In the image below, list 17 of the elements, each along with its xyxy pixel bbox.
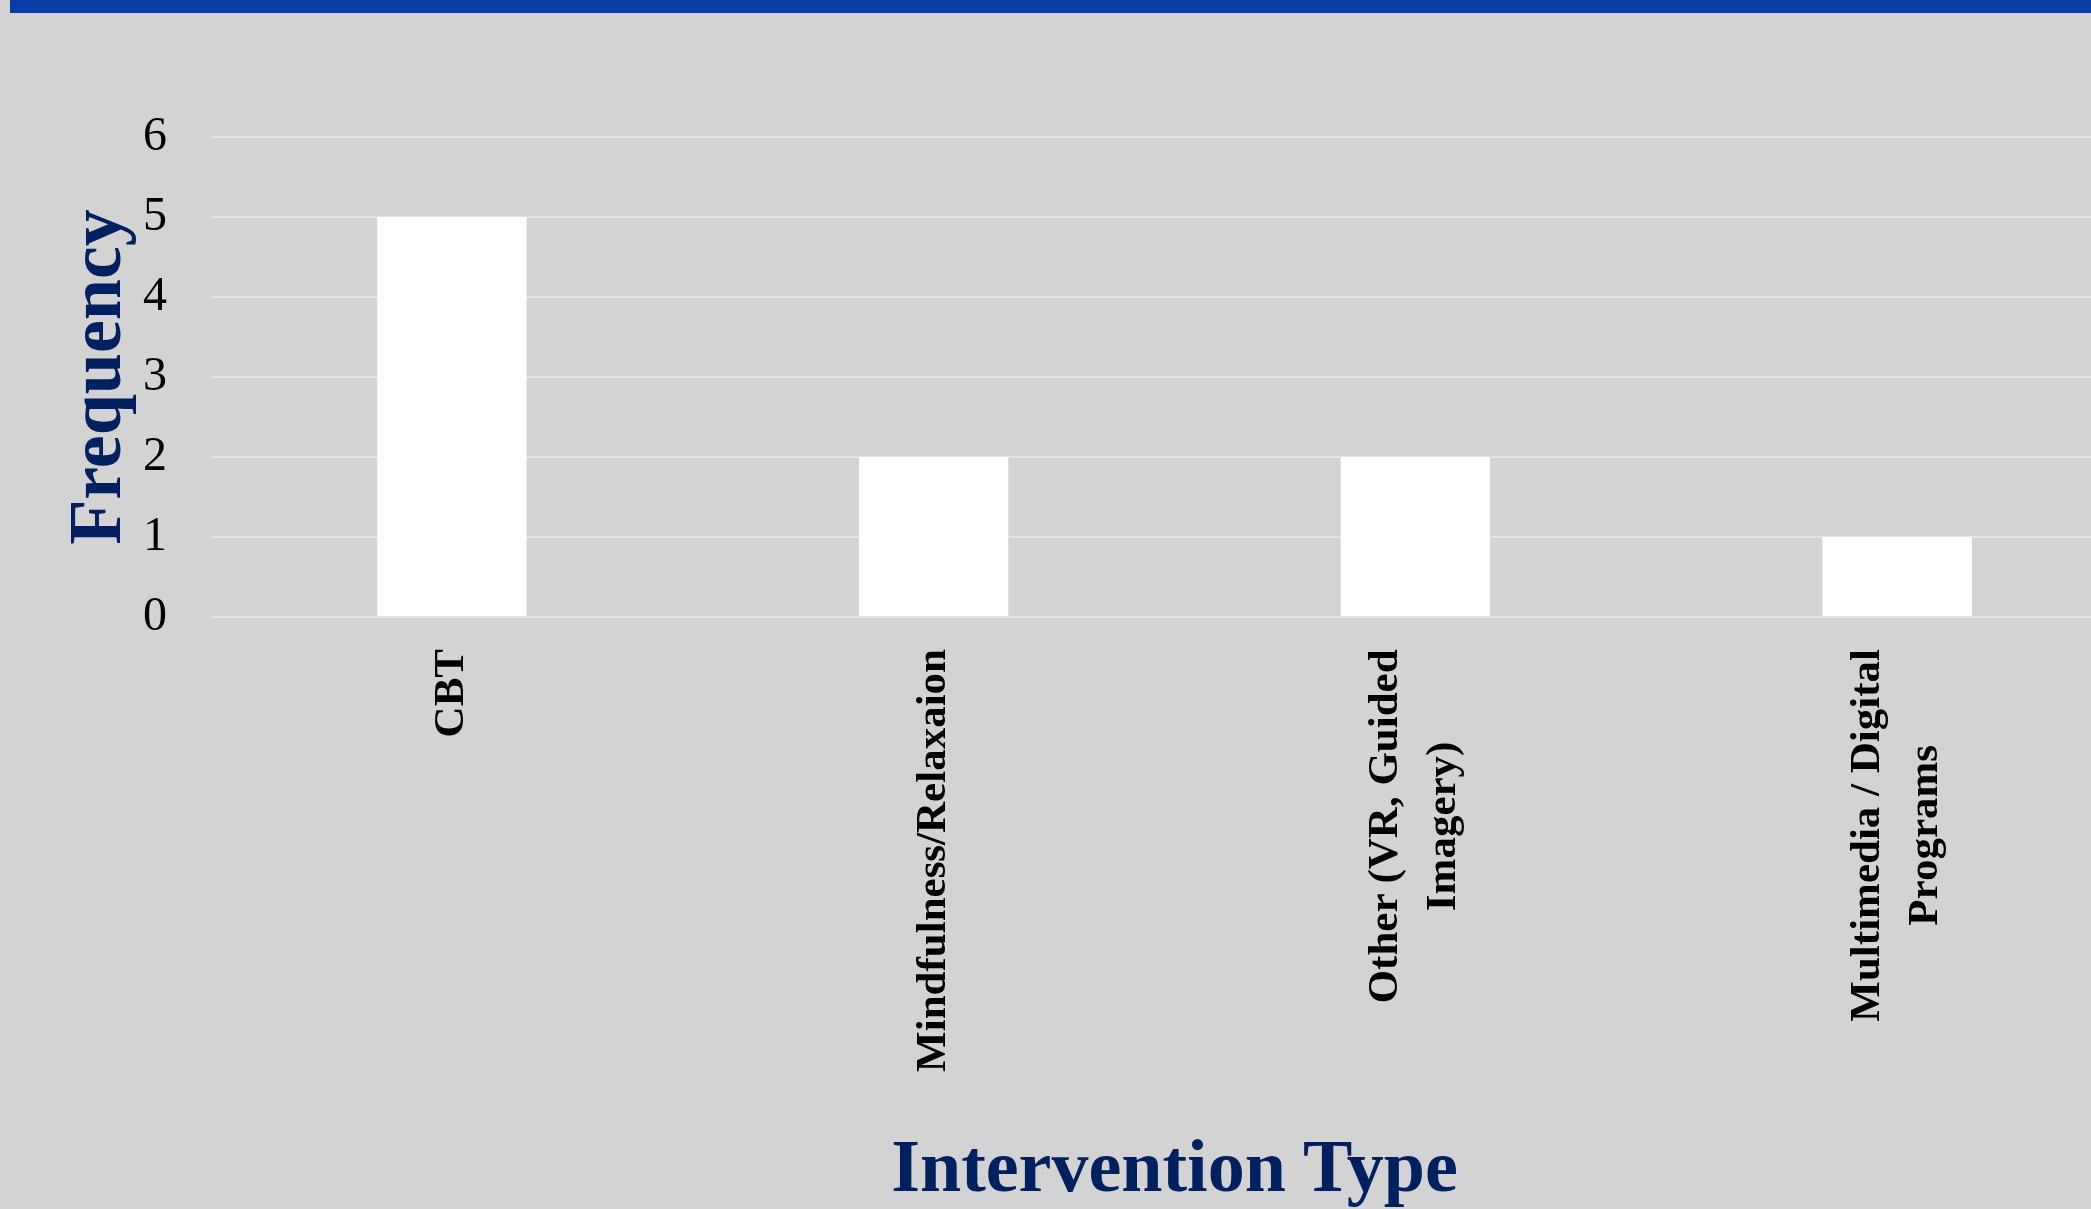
x-tick-label: CBT bbox=[424, 648, 472, 738]
bar bbox=[1822, 537, 1972, 616]
y-tick-label: 3 bbox=[143, 346, 167, 400]
bar bbox=[1340, 457, 1491, 616]
y-tick-label: 5 bbox=[143, 186, 167, 240]
x-axis-title: Intervention Type bbox=[891, 1125, 1458, 1208]
bar bbox=[377, 217, 527, 616]
y-tick-label: 6 bbox=[143, 106, 167, 160]
y-axis-title: Frequency bbox=[54, 209, 137, 545]
bar bbox=[858, 457, 1009, 616]
x-tick-label: Mindfulness/Relaxaion bbox=[906, 648, 954, 1072]
y-tick-label: 1 bbox=[143, 506, 167, 560]
x-tick-label: Multimedia / Digital Programs bbox=[1841, 648, 1947, 1022]
y-tick-label: 2 bbox=[143, 426, 167, 480]
x-tick-label: Other (VR, Guided Imagery) bbox=[1359, 649, 1466, 1004]
y-tick-label: 4 bbox=[143, 266, 167, 320]
y-tick-label: 0 bbox=[143, 586, 167, 640]
